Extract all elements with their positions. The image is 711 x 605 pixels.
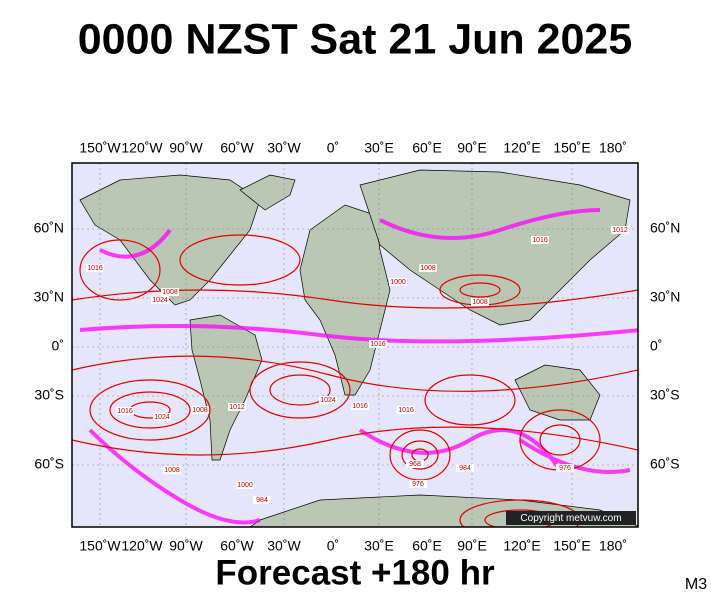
isobar-label-bg <box>351 402 369 410</box>
isobar-label: 1008 <box>192 407 208 414</box>
isobar-label-bg <box>471 298 489 306</box>
lon-label-top: 90˚W <box>169 140 203 156</box>
isobar-label-bg <box>419 264 437 272</box>
lon-label-bottom: 90˚E <box>457 538 487 554</box>
isobar-label: 1000 <box>390 279 406 286</box>
lat-label-right: 60˚N <box>650 220 680 236</box>
lat-label-right: 30˚N <box>650 289 680 305</box>
lat-label-left: 60˚N <box>34 220 64 236</box>
lon-label-top: 150˚W <box>79 140 121 156</box>
isobar-label: 984 <box>459 465 471 472</box>
lon-label-bottom: 90˚W <box>169 538 203 554</box>
isobar-label-bg <box>253 496 271 504</box>
lon-label-bottom: 150˚W <box>79 538 121 554</box>
isobar-label-bg <box>163 466 181 474</box>
lon-label-bottom: 60˚E <box>412 538 442 554</box>
lat-label-right: 0˚ <box>650 338 662 354</box>
lon-label-top: 60˚E <box>412 140 442 156</box>
lon-label-bottom: 150˚E <box>553 538 590 554</box>
title: 0000 NZST Sat 21 Jun 2025 <box>78 15 633 63</box>
lon-label-top: 120˚W <box>121 140 163 156</box>
corner-label: M3 <box>685 576 707 593</box>
forecast-label: Forecast +180 hr <box>215 553 495 592</box>
isobar-label-bg <box>556 464 574 472</box>
lon-label-top: 180˚ <box>599 140 627 156</box>
lon-label-bottom: 30˚W <box>267 538 301 554</box>
isobar-label-bg <box>409 480 427 488</box>
isobar-label-bg <box>236 481 254 489</box>
isobar-label-bg <box>116 407 134 415</box>
isobar-label-bg <box>531 236 549 244</box>
map-frame <box>71 162 639 528</box>
isobar-label: 1024 <box>154 414 170 421</box>
land <box>79 169 638 527</box>
isobar-label: 1012 <box>612 227 628 234</box>
isobar-label-bg <box>369 340 387 348</box>
lon-label-bottom: 30˚E <box>364 538 394 554</box>
copyright-box <box>506 511 636 525</box>
isobar-label: 1016 <box>352 403 368 410</box>
isobar-label-bg <box>611 226 629 234</box>
isobar-label: 1016 <box>87 265 103 272</box>
lon-label-top: 60˚W <box>220 140 254 156</box>
lon-label-top: 30˚E <box>364 140 394 156</box>
isobar-label-bg <box>456 464 474 472</box>
isobar-label: 984 <box>256 497 268 504</box>
lon-label-top: 0˚ <box>327 140 339 156</box>
map-area: 1016 100810241016101210081000101610241008… <box>72 163 638 527</box>
isobar-labels: 1016 100810241016101210081000101610241008… <box>86 226 629 504</box>
isobar-label: 1012 <box>229 404 245 411</box>
isobar-label: 1000 <box>237 482 253 489</box>
isobar-label: 1016 <box>532 237 548 244</box>
lat-label-left: 60˚S <box>34 456 64 472</box>
isobar-label-bg <box>86 264 104 272</box>
lat-label-right: 30˚S <box>650 387 680 403</box>
lon-label-top: 150˚E <box>553 140 590 156</box>
isobar-label-bg <box>406 460 424 468</box>
lon-label-bottom: 180˚ <box>599 538 627 554</box>
isobar-label: 1016 <box>370 341 386 348</box>
isobar-label: 1008 <box>472 299 488 306</box>
isobar-label-bg <box>191 406 209 414</box>
isobar-label: 976 <box>412 481 424 488</box>
isobar-label-bg <box>161 288 179 296</box>
isobar-label-bg <box>389 278 407 286</box>
isobar-label: 1016 <box>117 408 133 415</box>
isobar-label: 1008 <box>162 289 178 296</box>
lon-label-top: 30˚W <box>267 140 301 156</box>
lon-label-top: 120˚E <box>503 140 540 156</box>
isobar-label: 976 <box>559 465 571 472</box>
lon-label-top: 90˚E <box>457 140 487 156</box>
isobar-label-bg <box>319 396 337 404</box>
isobar-label: 1008 <box>164 467 180 474</box>
isobar-label-bg <box>397 406 415 414</box>
lon-label-bottom: 0˚ <box>327 538 339 554</box>
lon-label-bottom: 120˚E <box>503 538 540 554</box>
isobar-label-bg <box>151 296 169 304</box>
isobar-label: 1024 <box>320 397 336 404</box>
isobar-label: 968 <box>409 461 421 468</box>
lat-label-left: 30˚S <box>34 387 64 403</box>
isobar-label-bg <box>228 403 246 411</box>
isobar-label: 1016 <box>398 407 414 414</box>
lat-label-right: 60˚S <box>650 456 680 472</box>
isobar-label: 1008 <box>420 265 436 272</box>
isobar-label: 1024 <box>152 297 168 304</box>
lat-label-left: 0˚ <box>52 338 64 354</box>
lon-label-bottom: 120˚W <box>121 538 163 554</box>
isobar-label-bg <box>153 413 171 421</box>
lon-label-bottom: 60˚W <box>220 538 254 554</box>
copyright: Copyright metvuw.com <box>520 513 621 524</box>
lat-label-left: 30˚N <box>34 289 64 305</box>
